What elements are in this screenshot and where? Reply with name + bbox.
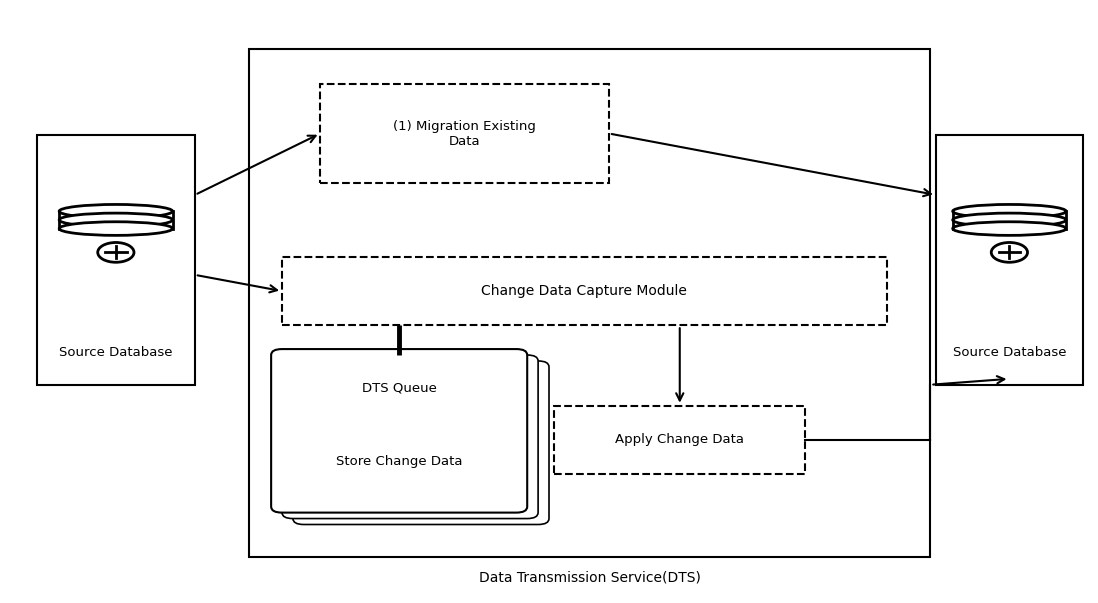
- Text: Apply Change Data: Apply Change Data: [615, 434, 744, 446]
- Text: DTS Queue: DTS Queue: [361, 382, 437, 395]
- Text: Source Database: Source Database: [59, 346, 172, 359]
- Text: Change Data Capture Module: Change Data Capture Module: [482, 284, 687, 298]
- Ellipse shape: [59, 204, 172, 218]
- Bar: [59, 218, 172, 235]
- FancyBboxPatch shape: [935, 135, 1083, 385]
- FancyBboxPatch shape: [293, 361, 549, 525]
- FancyBboxPatch shape: [37, 135, 194, 385]
- FancyBboxPatch shape: [271, 349, 527, 513]
- Bar: [953, 218, 1066, 235]
- FancyBboxPatch shape: [554, 406, 805, 474]
- FancyBboxPatch shape: [321, 84, 609, 183]
- Circle shape: [98, 242, 134, 262]
- FancyBboxPatch shape: [249, 49, 930, 557]
- Ellipse shape: [953, 222, 1066, 235]
- Ellipse shape: [59, 213, 172, 227]
- Ellipse shape: [953, 204, 1066, 218]
- Text: Data Transmission Service(DTS): Data Transmission Service(DTS): [479, 570, 701, 584]
- Circle shape: [991, 242, 1028, 262]
- FancyBboxPatch shape: [282, 355, 538, 519]
- Ellipse shape: [59, 222, 172, 235]
- Text: Store Change Data: Store Change Data: [336, 455, 462, 468]
- Text: (1) Migration Existing
Data: (1) Migration Existing Data: [393, 119, 536, 148]
- Ellipse shape: [953, 213, 1066, 227]
- Text: Source Database: Source Database: [953, 346, 1066, 359]
- FancyBboxPatch shape: [282, 257, 887, 325]
